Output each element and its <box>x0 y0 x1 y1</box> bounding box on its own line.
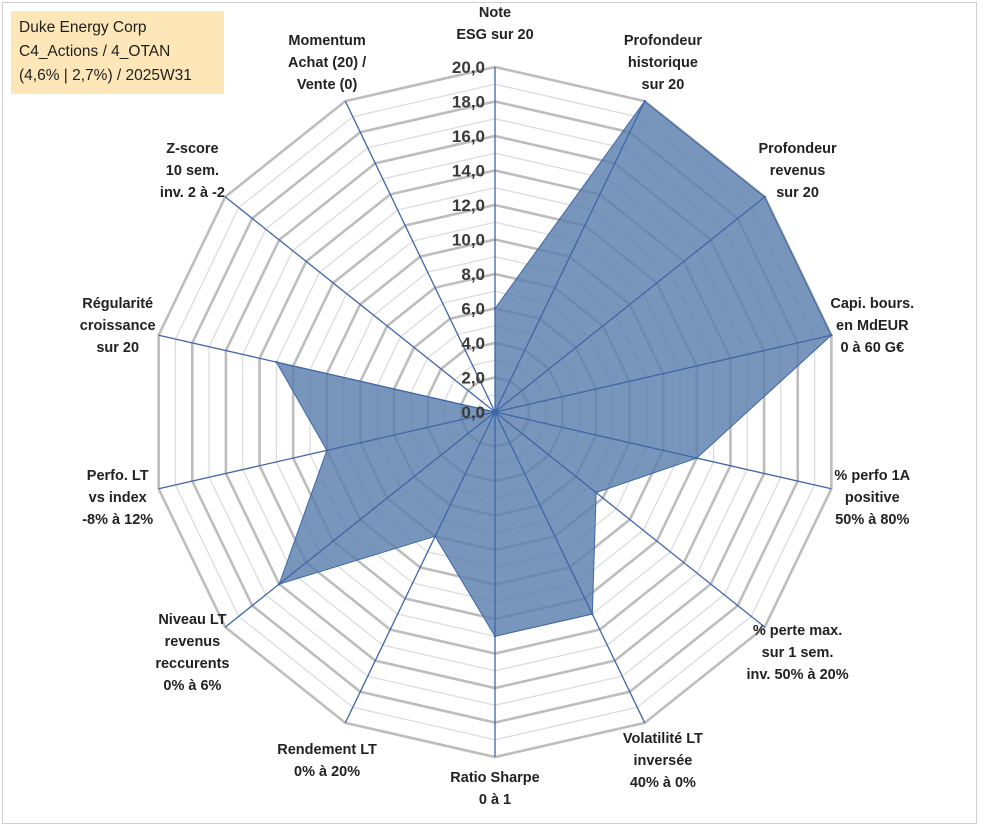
axis-label-line: ESG sur 20 <box>456 27 534 43</box>
axis-label-line: 0 à 1 <box>478 792 512 808</box>
title-category: C4_Actions / 4_OTAN <box>19 43 171 60</box>
axis-label-line: % perfo 1A <box>834 468 911 485</box>
axis-label-line: inv. 2 à -2 <box>159 184 225 201</box>
axis-spoke <box>224 196 496 413</box>
axis-label-line: Vente (0) <box>296 77 358 94</box>
tick-label: 0,0 <box>461 403 485 422</box>
axis-label-line: historique <box>627 55 698 72</box>
axis-label-line: Capi. bours. <box>830 295 915 312</box>
axis-label-line: 10 sem. <box>165 162 220 179</box>
axis-label: Niveau LT revenus reccurents 0% à 6% <box>155 609 229 697</box>
data-point <box>763 195 766 199</box>
tick-label: 20,0 <box>452 58 485 77</box>
axis-spoke <box>224 411 496 628</box>
axis-label: % perfo 1A positive 50% à 80% <box>834 465 910 531</box>
axis-label: Régularité croissance sur 20 <box>80 293 156 359</box>
data-point <box>278 582 281 586</box>
axis-label: Momentum Achat (20) / Vente (0) <box>288 30 366 96</box>
data-point <box>275 360 278 364</box>
axis-label: Z-score 10 sem. inv. 2 à -2 <box>160 138 225 204</box>
tick-label: 14,0 <box>452 162 485 181</box>
axis-label-line: Volatilité LT <box>622 730 703 747</box>
chart-frame <box>2 2 977 824</box>
axis-label-line: 50% à 80% <box>835 512 910 529</box>
axis-label-line: Profondeur <box>623 33 702 50</box>
axis-label-line: Rendement LT <box>277 741 377 758</box>
axis-spoke <box>158 334 496 413</box>
axis-label: Profondeur revenus sur 20 <box>758 138 836 204</box>
axis-spoke <box>494 334 832 413</box>
axis-label: % perte max. sur 1 sem. inv. 50% à 20% <box>747 620 849 686</box>
axis-label: Perfo. LT vs index -8% à 12% <box>82 465 153 531</box>
axis-label-line: Z-score <box>166 140 219 157</box>
axis-label-line: inversée <box>633 752 693 769</box>
tick-label: 2,0 <box>461 369 485 388</box>
data-point <box>591 612 594 616</box>
axis-label-line: Profondeur <box>758 140 837 157</box>
axis-label-line: Ratio Sharpe <box>450 770 540 786</box>
axis-label-line: Perfo. LT <box>86 468 149 485</box>
axis-label-line: sur 20 <box>641 77 685 94</box>
axis-label-line: Achat (20) / <box>287 55 367 72</box>
tick-label: 4,0 <box>461 334 485 353</box>
axis-spoke <box>494 411 832 490</box>
axis-label-line: sur 1 sem. <box>761 645 834 662</box>
axis-spoke <box>494 411 766 628</box>
data-point <box>493 307 497 310</box>
data-point <box>830 334 833 337</box>
axis-label-line: croissance <box>79 317 156 334</box>
data-point <box>493 635 497 638</box>
axis-spoke <box>494 100 646 413</box>
axis-label-line: 0 à 60 G€ <box>840 339 905 356</box>
tick-label: 6,0 <box>461 300 485 319</box>
data-point <box>493 410 497 414</box>
axis-label-line: revenus <box>769 162 826 179</box>
title-company: Duke Energy Corp <box>19 19 147 36</box>
axis-spoke <box>344 100 496 413</box>
axis-label-line: sur 20 <box>96 339 140 356</box>
tick-label: 10,0 <box>452 231 485 250</box>
axis-label-line: revenus <box>164 634 221 651</box>
data-polygon <box>275 100 832 637</box>
axis-label-line: positive <box>844 490 900 507</box>
axis-label-line: Momentum <box>288 33 366 50</box>
data-point <box>433 535 437 538</box>
axis-label-line: % perte max. <box>752 623 843 640</box>
axis-spoke <box>344 411 496 724</box>
axis-label-line: inv. 50% à 20% <box>746 667 849 684</box>
data-point <box>695 456 699 460</box>
axis-label-line: Note <box>478 5 512 21</box>
title-box: Duke Energy Corp C4_Actions / 4_OTAN (4,… <box>11 11 224 94</box>
axis-label: Capi. bours. en MdEUR 0 à 60 G€ <box>830 293 914 359</box>
axis-label-line: en MdEUR <box>836 317 909 334</box>
axis-label-line: -8% à 12% <box>82 512 154 529</box>
axis-label-line: Régularité <box>82 295 154 312</box>
axis-label-line: vs index <box>88 490 147 507</box>
axis-label: Ratio Sharpe 0 à 1 <box>450 767 539 811</box>
axis-label-line: sur 20 <box>776 184 819 201</box>
axis-label-line: 0% à 6% <box>163 678 222 695</box>
tick-label: 16,0 <box>452 127 485 146</box>
axis-label-line: reccurents <box>155 656 230 673</box>
title-stats: (4,6% | 2,7%) / 2025W31 <box>19 67 192 84</box>
axis-label: Volatilité LT inversée 40% à 0% <box>623 728 703 794</box>
axis-label: Note ESG sur 20 <box>456 2 533 46</box>
tick-label: 18,0 <box>452 93 485 112</box>
data-point <box>594 491 598 494</box>
axis-label-line: Niveau LT <box>158 612 227 629</box>
axis-label-line: 0% à 20% <box>294 763 361 780</box>
tick-label: 12,0 <box>452 196 485 215</box>
axis-label-line: 40% à 0% <box>629 774 696 791</box>
axis-spoke <box>494 196 766 413</box>
axis-label: Rendement LT 0% à 20% <box>277 739 377 783</box>
data-point <box>643 99 646 103</box>
tick-label: 8,0 <box>461 265 485 284</box>
axis-spoke <box>494 411 646 724</box>
axis-label: Profondeur historique sur 20 <box>624 30 702 96</box>
data-point <box>325 449 329 452</box>
